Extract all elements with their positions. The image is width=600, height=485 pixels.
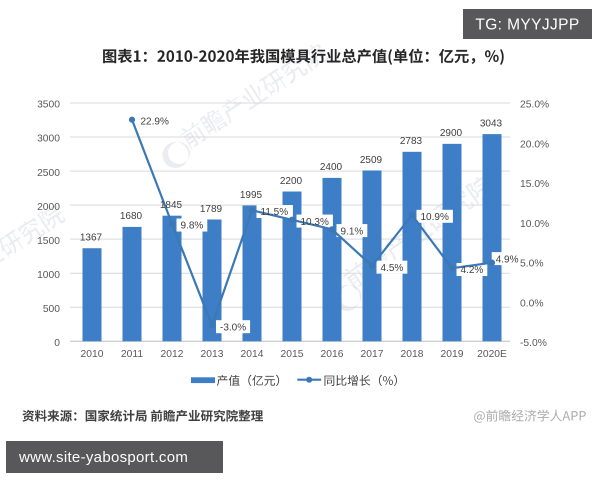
- svg-text:2900: 2900: [440, 128, 463, 139]
- svg-text:4.2%: 4.2%: [461, 265, 484, 276]
- svg-text:2010: 2010: [81, 349, 104, 360]
- svg-text:1995: 1995: [240, 190, 263, 201]
- svg-text:3000: 3000: [37, 134, 60, 145]
- svg-text:2014: 2014: [241, 349, 264, 360]
- svg-text:1680: 1680: [120, 211, 143, 222]
- svg-text:www.site-yabosport.com: www.site-yabosport.com: [18, 449, 188, 466]
- svg-text:1367: 1367: [80, 233, 103, 244]
- svg-text:10.3%: 10.3%: [301, 217, 329, 228]
- svg-text:11.5%: 11.5%: [261, 207, 289, 218]
- svg-text:TG: MYYJJPP: TG: MYYJJPP: [475, 17, 579, 34]
- svg-text:2509: 2509: [360, 155, 383, 166]
- svg-text:4.5%: 4.5%: [381, 263, 404, 274]
- svg-text:2500: 2500: [37, 168, 60, 179]
- svg-text:2020E: 2020E: [477, 349, 507, 360]
- svg-text:9.1%: 9.1%: [341, 226, 364, 237]
- svg-text:2400: 2400: [320, 162, 343, 173]
- svg-text:20.0%: 20.0%: [520, 139, 549, 150]
- svg-text:1000: 1000: [37, 270, 60, 281]
- svg-text:2011: 2011: [121, 349, 143, 360]
- svg-text:10.9%: 10.9%: [421, 212, 449, 223]
- svg-text:2013: 2013: [201, 349, 224, 360]
- svg-text:1789: 1789: [200, 204, 223, 215]
- svg-text:2016: 2016: [321, 349, 344, 360]
- svg-text:1845: 1845: [160, 200, 183, 211]
- svg-text:2018: 2018: [401, 349, 424, 360]
- svg-text:-5.0%: -5.0%: [520, 338, 547, 349]
- svg-text:3043: 3043: [480, 118, 503, 129]
- svg-text:500: 500: [43, 304, 60, 315]
- svg-text:-3.0%: -3.0%: [220, 322, 246, 333]
- svg-text:1500: 1500: [37, 236, 60, 247]
- svg-text:15.0%: 15.0%: [520, 179, 549, 190]
- svg-text:10.0%: 10.0%: [520, 219, 549, 230]
- svg-text:4.9%: 4.9%: [496, 254, 519, 265]
- svg-text:3500: 3500: [37, 100, 60, 111]
- svg-text:25.0%: 25.0%: [520, 100, 549, 111]
- svg-text:0.0%: 0.0%: [520, 298, 543, 309]
- svg-text:2015: 2015: [281, 349, 304, 360]
- svg-text:2012: 2012: [161, 349, 184, 360]
- svg-text:2200: 2200: [280, 176, 303, 187]
- svg-text:22.9%: 22.9%: [141, 117, 169, 128]
- svg-text:2019: 2019: [441, 349, 464, 360]
- svg-text:2000: 2000: [37, 202, 60, 213]
- svg-text:5.0%: 5.0%: [520, 259, 543, 270]
- svg-text:9.8%: 9.8%: [181, 221, 204, 232]
- svg-text:2017: 2017: [361, 349, 384, 360]
- svg-text:2783: 2783: [400, 136, 423, 147]
- svg-text:0: 0: [54, 338, 60, 349]
